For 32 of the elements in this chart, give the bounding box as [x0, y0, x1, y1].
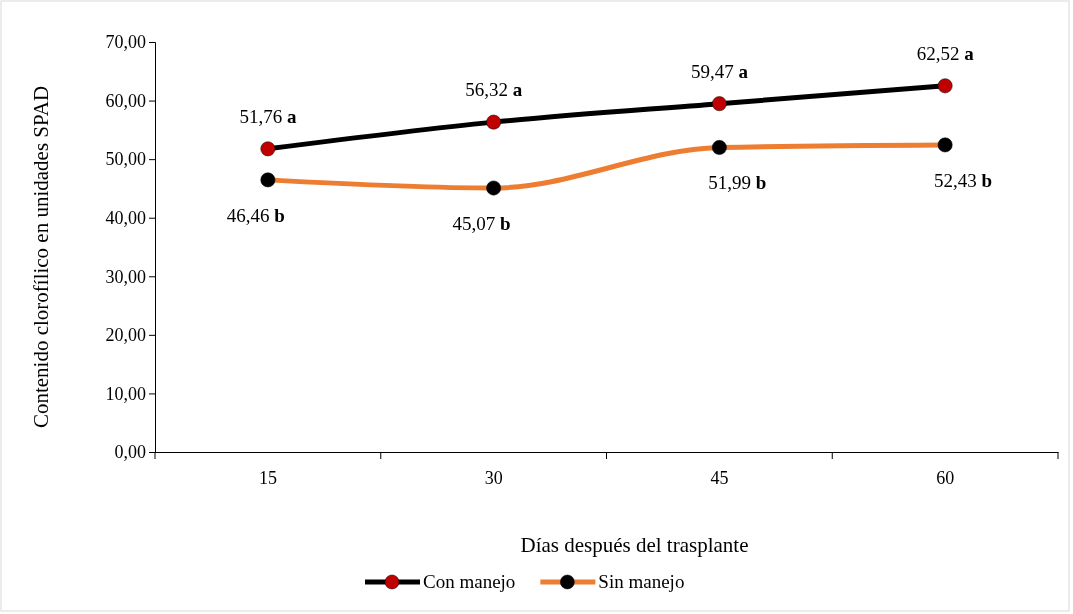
data-label: 51,99 b	[708, 172, 767, 194]
x-tick-label: 60	[936, 467, 955, 488]
point	[486, 180, 502, 196]
y-tick-label: 70,00	[105, 32, 146, 53]
data-label: 52,43 b	[934, 169, 993, 191]
y-tick-label: 0,00	[114, 442, 146, 463]
data-label: 62,52 a	[916, 42, 975, 64]
point	[260, 141, 276, 157]
point	[260, 172, 276, 188]
x-tick-label: 45	[710, 467, 729, 488]
legend-label: Con manejo	[423, 571, 516, 592]
y-tick-label: 20,00	[105, 325, 146, 346]
data-label: 56,32 a	[465, 79, 523, 101]
point	[937, 137, 953, 153]
x-tick-label: 30	[484, 467, 503, 488]
y-tick-label: 40,00	[105, 207, 146, 228]
y-axis-title: Contenido clorofílico en unidades SPAD	[29, 85, 53, 429]
data-label: 45,07 b	[452, 213, 511, 235]
y-tick-label: 50,00	[105, 149, 146, 170]
data-label: 59,47 a	[690, 60, 749, 82]
point	[937, 78, 953, 94]
x-axis-title: Días después del trasplante	[520, 533, 749, 557]
legend-label: Sin manejo	[598, 571, 685, 592]
point	[711, 140, 727, 155]
data-label: 46,46 b	[226, 204, 285, 226]
point	[486, 114, 502, 130]
y-tick-label: 10,00	[105, 383, 146, 404]
y-tick-label: 60,00	[105, 90, 146, 111]
point	[711, 96, 727, 112]
x-tick-label: 15	[258, 467, 277, 488]
data-label: 51,76 a	[239, 105, 297, 127]
y-tick-label: 30,00	[105, 266, 146, 287]
